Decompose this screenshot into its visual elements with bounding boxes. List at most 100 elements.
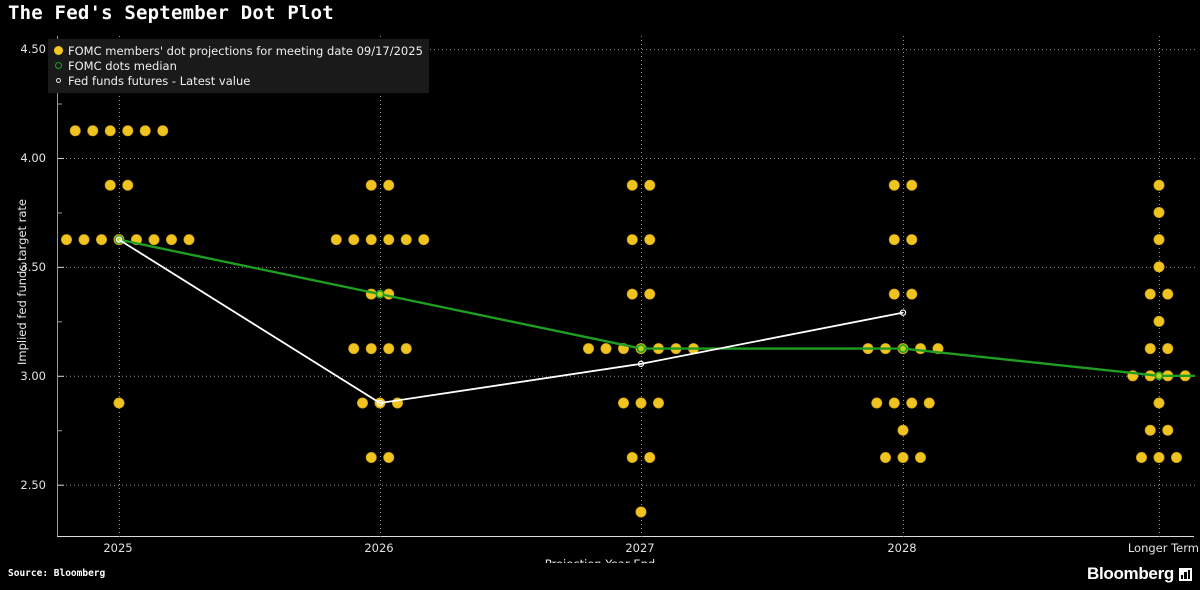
fomc-dot bbox=[617, 397, 629, 409]
fomc-dot bbox=[626, 234, 638, 246]
fomc-dot bbox=[644, 234, 656, 246]
fomc-dot bbox=[1153, 206, 1165, 218]
fomc-dot bbox=[1136, 451, 1148, 463]
fomc-dot bbox=[330, 234, 342, 246]
fomc-dot bbox=[122, 125, 134, 137]
legend-item[interactable]: FOMC dots median bbox=[52, 58, 423, 73]
fomc-dot bbox=[906, 397, 918, 409]
fomc-dot bbox=[69, 125, 81, 137]
brand-name: Bloomberg bbox=[1086, 564, 1174, 583]
fomc-dot bbox=[923, 397, 935, 409]
fomc-dot bbox=[635, 397, 647, 409]
fomc-dot bbox=[1162, 288, 1174, 300]
fomc-dot bbox=[879, 451, 891, 463]
y-axis-tick-label: 4.50 bbox=[20, 42, 46, 57]
fomc-dot bbox=[1144, 288, 1156, 300]
fomc-dot bbox=[644, 451, 656, 463]
plot-area bbox=[57, 36, 1195, 537]
fomc-dot bbox=[888, 179, 900, 191]
legend-item-label: FOMC members' dot projections for meetin… bbox=[68, 43, 423, 58]
bloomberg-brand: Bloomberg bbox=[1087, 564, 1192, 584]
legend-item[interactable]: Fed funds futures - Latest value bbox=[52, 73, 423, 88]
median-marker bbox=[636, 344, 646, 353]
fomc-dot bbox=[113, 397, 125, 409]
x-axis-tick-label: 2026 bbox=[364, 541, 394, 555]
fomc-dot bbox=[652, 397, 664, 409]
open-circle-icon bbox=[52, 62, 65, 69]
fomc-dot bbox=[897, 451, 909, 463]
y-axis-tick-label: 3.50 bbox=[20, 259, 46, 274]
fomc-dot bbox=[1153, 261, 1165, 273]
fomc-dot bbox=[582, 343, 594, 355]
fomc-dot bbox=[365, 179, 377, 191]
fomc-dot bbox=[78, 234, 90, 246]
fomc-dot bbox=[1153, 179, 1165, 191]
fomc-dot bbox=[626, 451, 638, 463]
fomc-dot bbox=[1153, 234, 1165, 246]
fomc-dot bbox=[400, 343, 412, 355]
fomc-dot bbox=[383, 343, 395, 355]
legend-item[interactable]: FOMC members' dot projections for meetin… bbox=[52, 43, 423, 58]
y-axis-tick-label: 4.00 bbox=[20, 150, 46, 165]
fomc-dot bbox=[383, 451, 395, 463]
fomc-dot bbox=[148, 234, 160, 246]
fomc-dot bbox=[1144, 424, 1156, 436]
fomc-dot bbox=[1171, 451, 1183, 463]
fomc-dot bbox=[1153, 451, 1165, 463]
fomc-dot bbox=[122, 179, 134, 191]
median-marker bbox=[1154, 371, 1164, 381]
bloomberg-terminal-icon bbox=[1179, 567, 1192, 581]
fomc-dot bbox=[104, 125, 116, 137]
x-axis-tick-label: 2025 bbox=[103, 541, 133, 555]
fomc-dot bbox=[166, 234, 178, 246]
fed-funds-futures-line bbox=[118, 238, 904, 404]
futures-marker bbox=[637, 360, 645, 368]
fomc-dot bbox=[626, 179, 638, 191]
fomc-dot bbox=[906, 288, 918, 300]
fomc-dot bbox=[418, 234, 430, 246]
y-axis-tick-label: 2.50 bbox=[20, 477, 46, 492]
fomc-dot bbox=[104, 179, 116, 191]
futures-marker bbox=[376, 399, 384, 407]
fomc-dot bbox=[906, 234, 918, 246]
fomc-dot bbox=[600, 343, 612, 355]
fomc-dot bbox=[1153, 315, 1165, 327]
fomc-dot bbox=[644, 288, 656, 300]
fomc-dot bbox=[95, 234, 107, 246]
y-axis-tick-labels: 2.50 3.00 3.50 4.00 4.50 bbox=[0, 0, 57, 590]
fomc-dot bbox=[914, 451, 926, 463]
fomc-dot bbox=[348, 343, 360, 355]
page-title: The Fed's September Dot Plot bbox=[8, 2, 334, 24]
fomc-dot bbox=[365, 451, 377, 463]
y-axis-tick-label: 3.00 bbox=[20, 368, 46, 383]
legend-item-label: FOMC dots median bbox=[68, 58, 177, 73]
fomc-dot bbox=[888, 397, 900, 409]
source-attribution: Source: Bloomberg bbox=[8, 568, 106, 579]
fomc-dot bbox=[383, 179, 395, 191]
fomc-dot bbox=[365, 343, 377, 355]
fomc-dot bbox=[1144, 343, 1156, 355]
chart-legend: FOMC members' dot projections for meetin… bbox=[48, 39, 429, 93]
footer-bar: Source: Bloomberg Bloomberg bbox=[0, 563, 1200, 590]
fomc-dot bbox=[906, 179, 918, 191]
fomc-dot bbox=[365, 234, 377, 246]
fomc-dot bbox=[1153, 397, 1165, 409]
fomc-dot bbox=[888, 234, 900, 246]
fomc-dot bbox=[888, 288, 900, 300]
fomc-dot bbox=[157, 125, 169, 137]
fomc-dot bbox=[87, 125, 99, 137]
chart-canvas bbox=[58, 36, 1195, 537]
futures-marker bbox=[115, 236, 123, 243]
fomc-dot bbox=[183, 234, 195, 246]
median-marker bbox=[375, 289, 385, 299]
fomc-dot bbox=[871, 397, 883, 409]
fomc-dot bbox=[1162, 424, 1174, 436]
median-marker bbox=[898, 344, 908, 353]
fomc-dot bbox=[383, 234, 395, 246]
fomc-dot bbox=[1162, 343, 1174, 355]
futures-marker bbox=[899, 309, 907, 316]
title-bar: The Fed's September Dot Plot bbox=[0, 0, 1200, 30]
fomc-dot bbox=[139, 125, 151, 137]
